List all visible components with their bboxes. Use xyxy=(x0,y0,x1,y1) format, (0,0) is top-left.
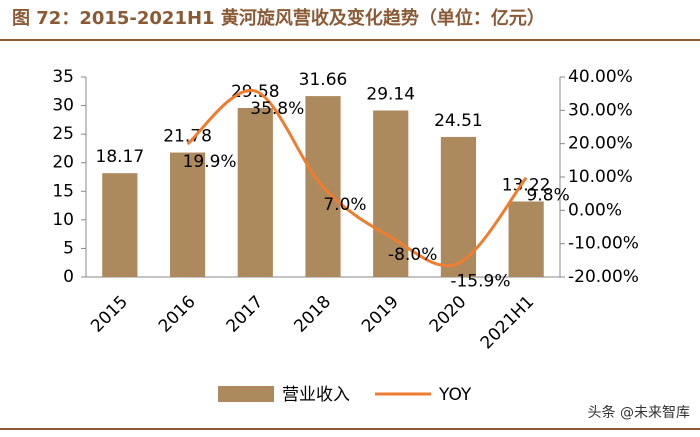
x-tick-label: 2017 xyxy=(223,292,268,337)
watermark: 头条 @未来智库 xyxy=(588,404,690,421)
bar xyxy=(102,173,138,277)
bar xyxy=(237,107,273,277)
line-value-label: 19.9% xyxy=(183,152,237,172)
chart-title: 图 72：2015-2021H1 黄河旋风营收及变化趋势（单位：亿元） xyxy=(12,7,545,29)
y2-tick-label: -20.00% xyxy=(568,267,639,287)
bar xyxy=(169,152,206,277)
legend-label: YOY xyxy=(438,385,472,405)
y-tick-label: 0 xyxy=(63,267,74,287)
y2-tick-label: 0.00% xyxy=(568,200,622,220)
y-tick-label: 15 xyxy=(52,181,74,201)
x-tick-label: 2015 xyxy=(87,292,132,337)
y2-tick-label: -10.00% xyxy=(568,234,639,254)
line xyxy=(186,89,528,268)
y2-tick-label: 40.00% xyxy=(568,67,633,87)
bar xyxy=(373,110,409,277)
y2-tick-label: 30.00% xyxy=(568,100,633,120)
y2-tick-label: 10.00% xyxy=(568,167,633,187)
y-tick-label: 30 xyxy=(52,96,74,116)
line-value-label: 35.8% xyxy=(250,99,304,119)
y-tick-label: 5 xyxy=(63,238,74,258)
x-tick-label: 2019 xyxy=(358,292,403,337)
line-value-label: -15.9% xyxy=(450,271,510,291)
y-tick-label: 10 xyxy=(52,210,74,230)
y-tick-label: 20 xyxy=(52,153,74,173)
bar-value-label: 24.51 xyxy=(434,111,483,131)
line-value-label: 9.8% xyxy=(527,186,570,206)
line-value-label: 7.0% xyxy=(323,195,366,215)
legend-swatch xyxy=(218,386,274,402)
x-tick-label: 2018 xyxy=(290,292,335,337)
bar-value-label: 29.14 xyxy=(366,84,415,104)
x-tick-label: 2016 xyxy=(155,292,200,337)
legend-label: 营业收入 xyxy=(282,385,350,405)
x-tick-label: 2020 xyxy=(426,292,471,337)
y2-tick-label: 20.00% xyxy=(568,134,633,154)
bar-value-label: 18.17 xyxy=(96,147,145,167)
bar xyxy=(508,201,544,277)
line-value-label: -8.0% xyxy=(388,245,437,265)
y-tick-label: 35 xyxy=(52,67,74,87)
bar-value-label: 31.66 xyxy=(299,70,348,90)
x-tick-label: 2021H1 xyxy=(477,292,538,353)
y-tick-label: 25 xyxy=(52,124,74,144)
bar-value-label: 13.22 xyxy=(502,175,551,195)
